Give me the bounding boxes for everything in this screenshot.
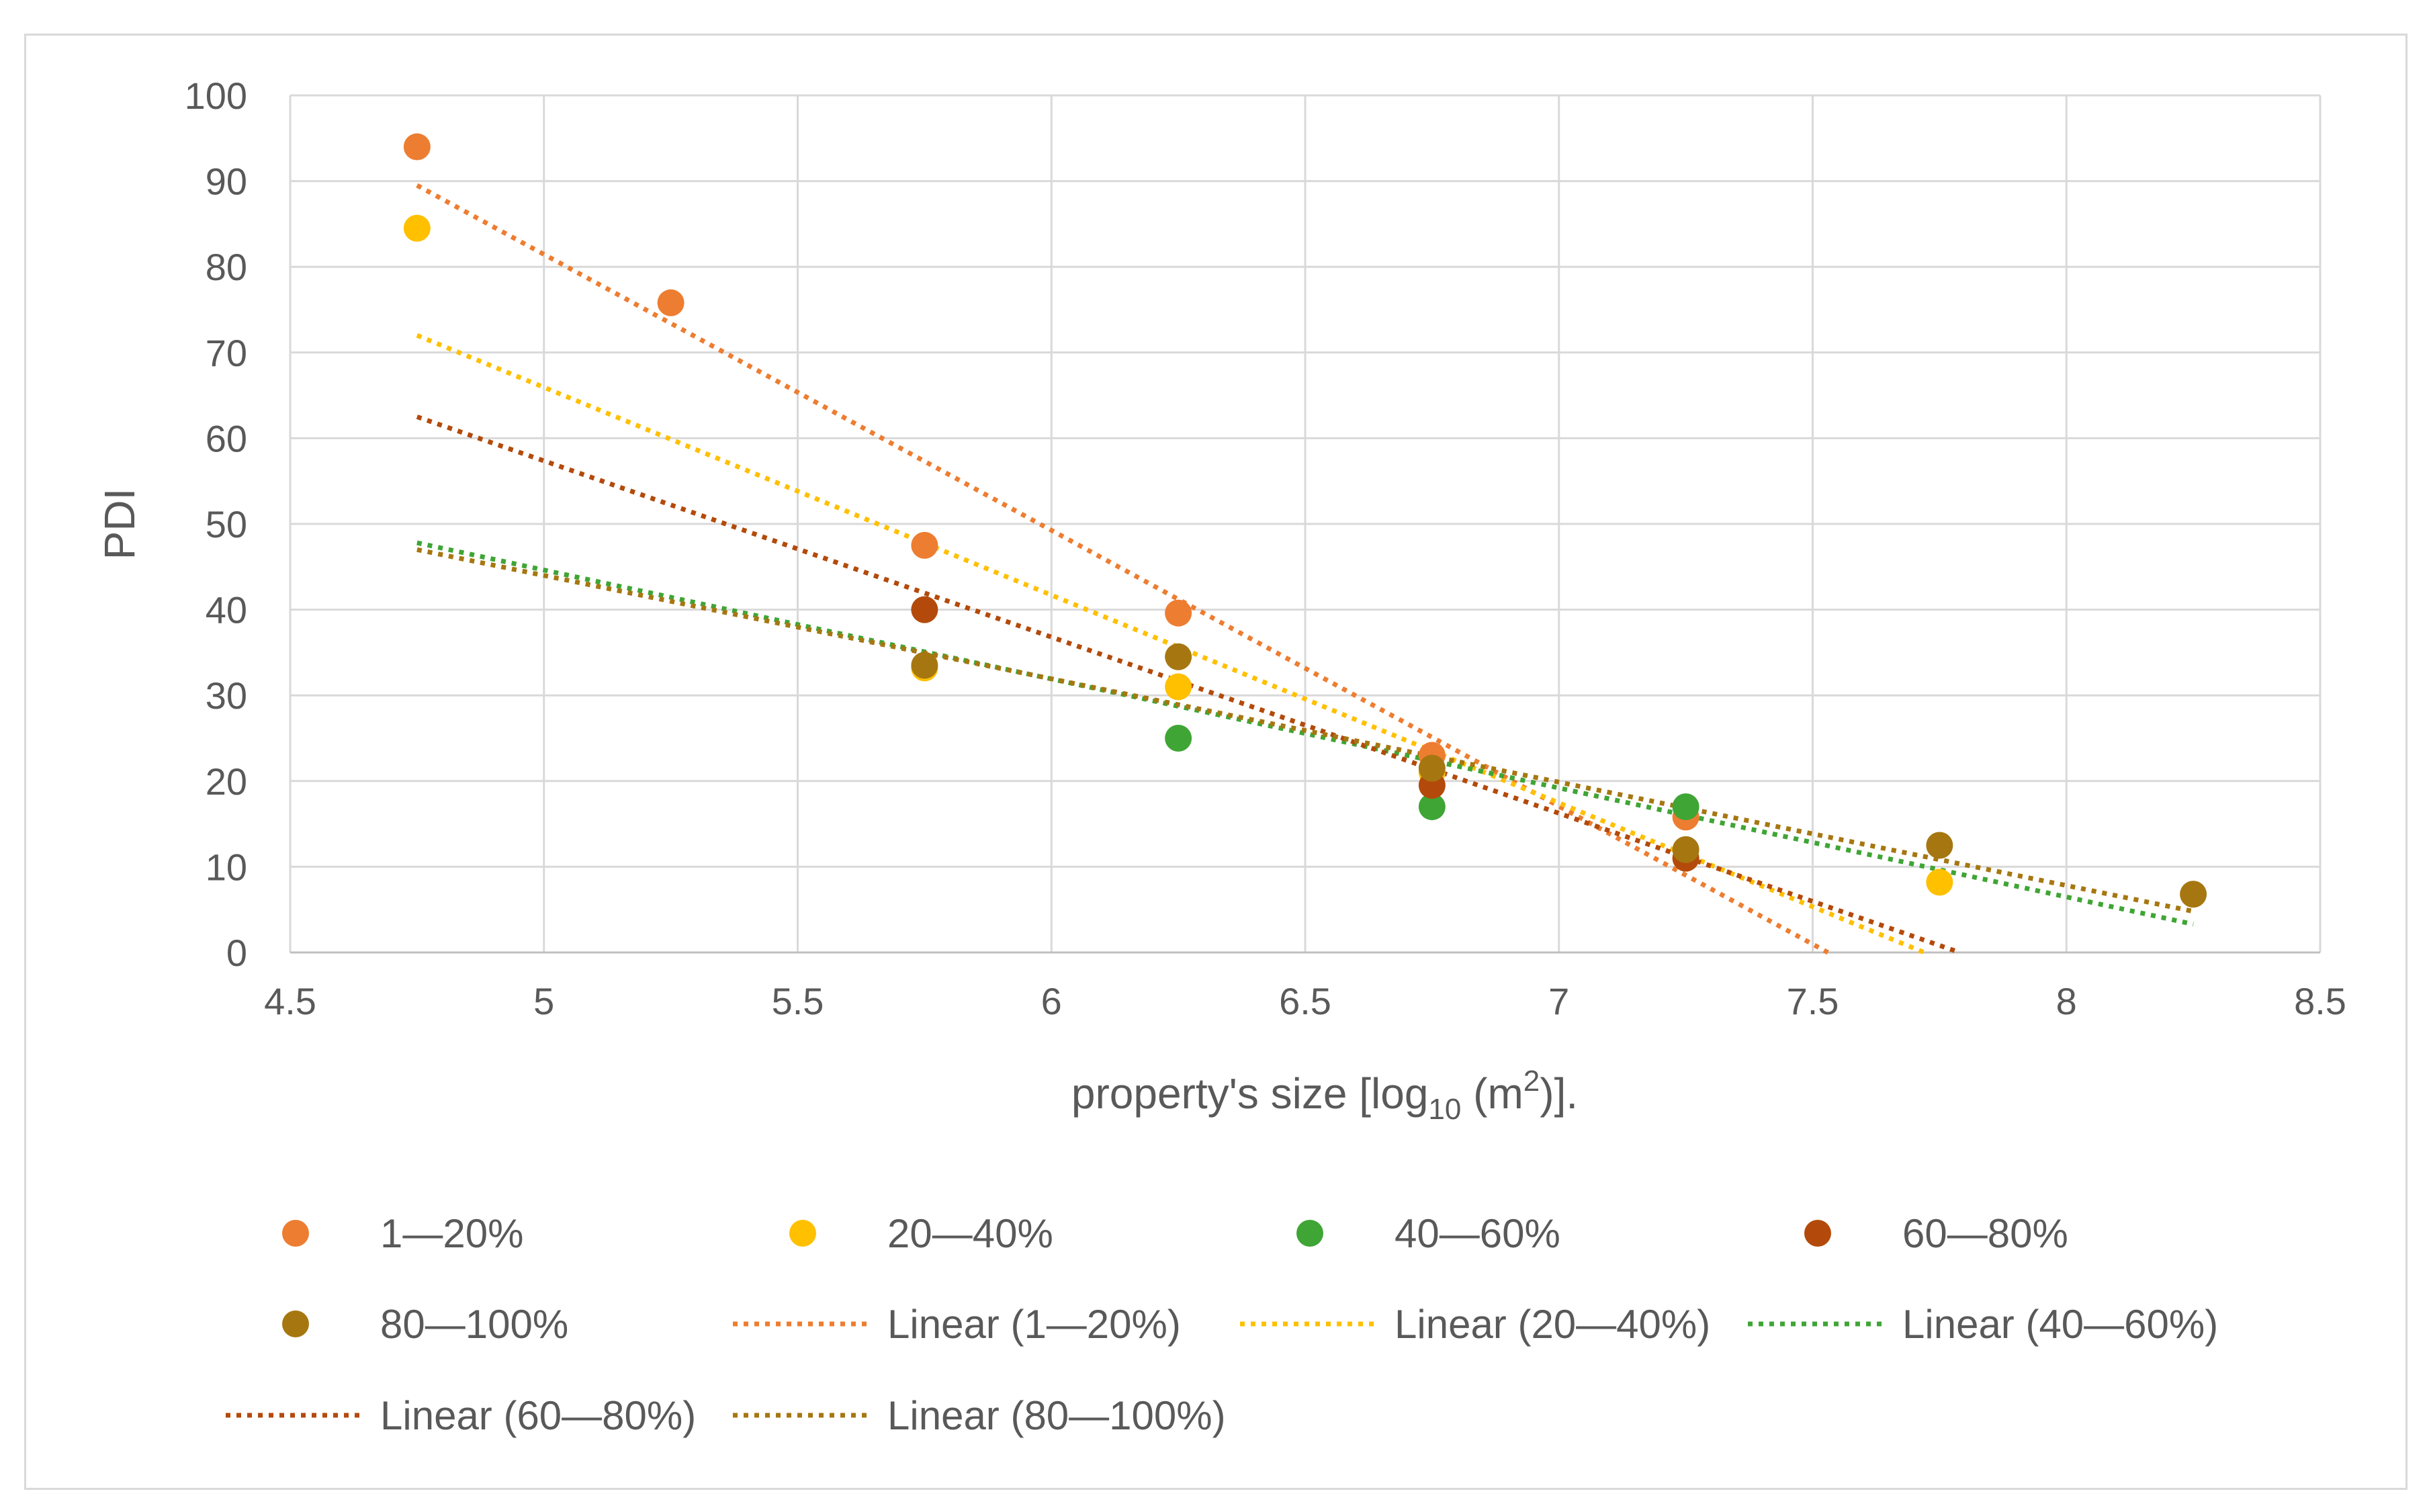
- x-tick-label: 7: [1548, 980, 1569, 1022]
- data-point: [1672, 793, 1699, 821]
- chart-frame: [24, 34, 2407, 1490]
- legend-marker: [282, 1220, 309, 1247]
- data-point: [911, 652, 938, 679]
- trendline: [416, 547, 2194, 914]
- x-tick-label: 6.5: [1279, 980, 1331, 1022]
- data-point: [1418, 793, 1446, 821]
- legend-label: 20—40%: [887, 1211, 1053, 1256]
- legend-marker: [282, 1310, 309, 1337]
- y-tick-label: 10: [206, 846, 247, 888]
- legend-label: Linear (40—60%): [1902, 1302, 2218, 1347]
- y-tick-label: 70: [206, 332, 247, 374]
- data-point: [403, 133, 431, 161]
- data-point: [1418, 754, 1446, 782]
- data-point: [657, 289, 684, 316]
- data-point: [1165, 725, 1192, 752]
- y-axis-title: PDI: [95, 488, 144, 560]
- y-tick-label: 30: [206, 674, 247, 717]
- legend-marker: [789, 1220, 816, 1247]
- x-tick-label: 5.5: [772, 980, 824, 1022]
- tick-label-layer: 0 10 20 30 40 50 60 70 80 90 100 4.5 5 5.5 6 6.5 7 7.5 8 8.…: [185, 75, 2346, 1022]
- y-tick-label: 50: [206, 503, 247, 545]
- legend-label: 80—100%: [380, 1302, 568, 1347]
- data-point: [1926, 869, 1953, 896]
- y-tick-label: 0: [226, 932, 247, 974]
- legend-marker: [1804, 1220, 1831, 1247]
- y-tick-label: 90: [206, 161, 247, 203]
- legend-label: Linear (1—20%): [887, 1302, 1181, 1347]
- x-tick-label: 6: [1041, 980, 1062, 1022]
- data-point: [1165, 673, 1192, 701]
- legend-label: 1—20%: [380, 1211, 523, 1256]
- legend-label: Linear (20—40%): [1395, 1302, 1710, 1347]
- legend-label: Linear (80—100%): [887, 1393, 1226, 1438]
- legend-label: 40—60%: [1395, 1211, 1560, 1256]
- data-point: [911, 596, 938, 623]
- legend-marker: [1296, 1220, 1323, 1247]
- x-tick-label: 5: [533, 980, 554, 1022]
- data-point: [2180, 881, 2207, 908]
- x-tick-label: 8: [2056, 980, 2077, 1022]
- trendline: [416, 414, 1961, 955]
- point-layer: [403, 133, 2207, 908]
- y-tick-label: 20: [206, 760, 247, 803]
- trendline: [416, 540, 2194, 927]
- data-point: [911, 531, 938, 559]
- grid-layer: [289, 94, 2322, 952]
- x-tick-label: 8.5: [2294, 980, 2346, 1022]
- x-axis-title: property's size [log10 (m2)].: [1071, 1065, 1578, 1126]
- data-point: [1165, 643, 1192, 670]
- data-point: [1165, 599, 1192, 627]
- data-point: [1926, 832, 1953, 859]
- legend-label: 60—80%: [1902, 1211, 2068, 1256]
- legend-label: Linear (60—80%): [380, 1393, 696, 1438]
- data-point: [1672, 836, 1699, 863]
- x-tick-label: 7.5: [1787, 980, 1839, 1022]
- trendline: [416, 183, 1829, 955]
- y-tick-label: 80: [206, 246, 247, 288]
- y-tick-label: 60: [206, 417, 247, 459]
- legend: 1—20% 20—40% 40—60% 60—80% 80—100% Linear (1—…: [226, 1211, 2218, 1438]
- x-tick-label: 4.5: [264, 980, 316, 1022]
- data-point: [403, 214, 431, 242]
- y-tick-label: 40: [206, 589, 247, 631]
- y-tick-label: 100: [185, 75, 247, 117]
